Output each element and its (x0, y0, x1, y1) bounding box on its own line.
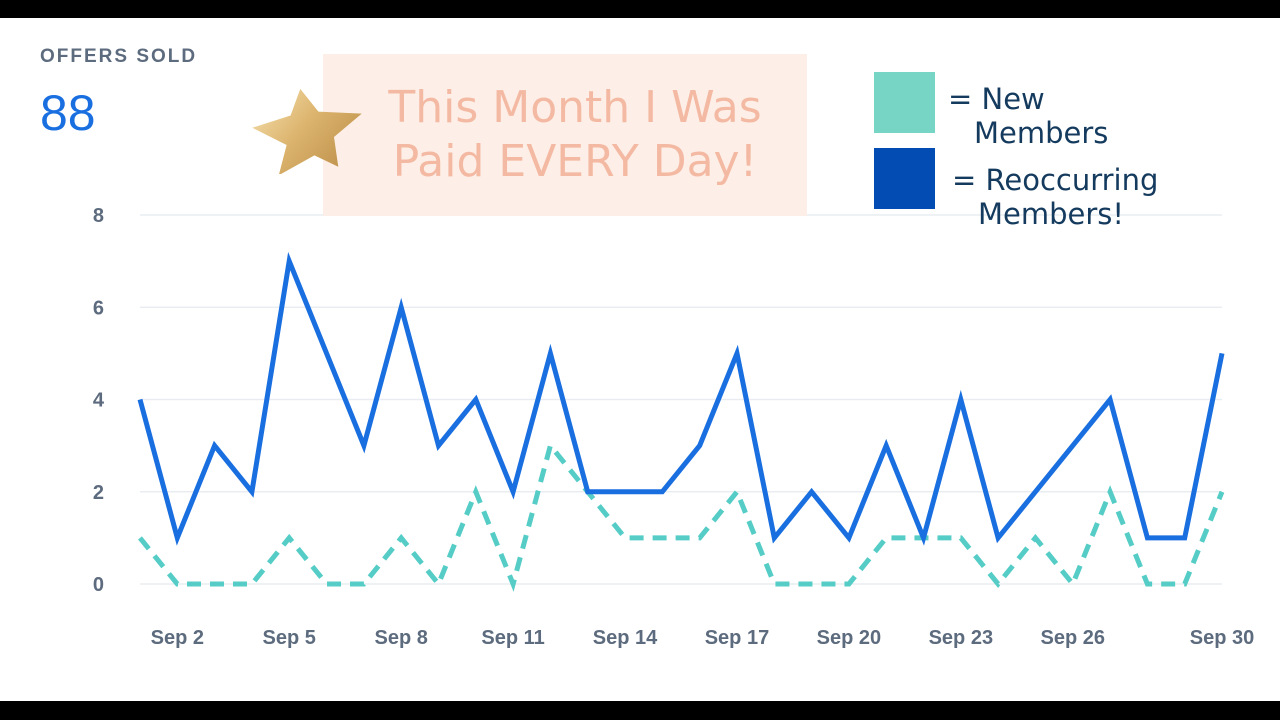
banner-line-2: Paid EVERY Day! (392, 136, 758, 187)
legend-label-new: = New Members (948, 82, 1108, 150)
legend-new-line-2: Members (974, 116, 1109, 150)
x-tick-label: Sep 2 (151, 627, 204, 649)
legend-reoccurring-line-2: Members! (978, 197, 1125, 231)
x-tick-label: Sep 20 (817, 627, 881, 649)
gold-star-icon (252, 88, 362, 174)
legend-label-reoccurring: = Reoccurring Members! (952, 163, 1158, 231)
y-axis-ticks: 0 2 4 6 8 (93, 205, 105, 596)
y-tick-label: 4 (93, 390, 105, 412)
legend-swatch-reoccurring (874, 148, 935, 209)
series-line-reoccurring-members (137, 251, 1225, 546)
y-tick-label: 8 (93, 205, 104, 227)
series-line-new-members (138, 440, 1225, 592)
metric-label: OFFERS SOLD (40, 46, 198, 67)
banner: This Month I Was Paid EVERY Day! (323, 54, 807, 216)
legend-swatch-new (874, 72, 935, 133)
x-tick-label: Sep 5 (263, 627, 316, 649)
legend-new-line-1: = New (948, 82, 1045, 116)
x-tick-label: Sep 30 (1190, 627, 1254, 649)
banner-line-1: This Month I Was (388, 82, 762, 133)
x-tick-label: Sep 23 (929, 627, 993, 649)
x-tick-label: Sep 14 (593, 627, 658, 649)
banner-text: This Month I Was Paid EVERY Day! (355, 81, 795, 189)
y-tick-label: 2 (93, 482, 104, 504)
x-axis-ticks: Sep 2 Sep 5 Sep 8 Sep 11 Sep 14 Sep 17 Sep 20 S… (151, 627, 1255, 649)
x-tick-label: Sep 17 (705, 627, 769, 649)
x-tick-label: Sep 8 (374, 627, 427, 649)
metric-value: 88 (40, 85, 96, 141)
legend-reoccurring-line-1: = Reoccurring (952, 163, 1159, 197)
x-tick-label: Sep 11 (481, 627, 544, 649)
chart-grid (140, 214, 1222, 585)
x-tick-label: Sep 26 (1041, 627, 1105, 649)
y-tick-label: 6 (93, 297, 104, 319)
chart-series (137, 251, 1225, 592)
y-tick-label: 0 (93, 574, 104, 596)
